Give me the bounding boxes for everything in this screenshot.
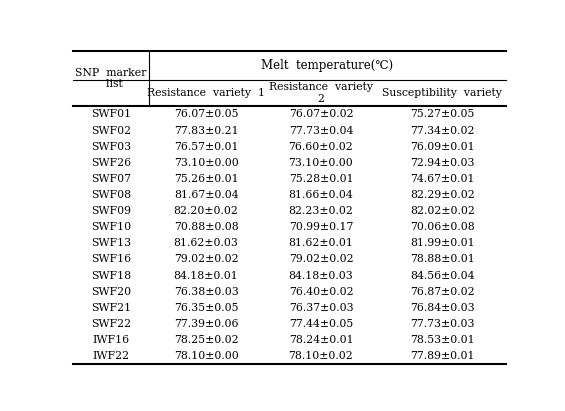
Text: SWF08: SWF08 xyxy=(91,190,131,200)
Text: 81.62±0.01: 81.62±0.01 xyxy=(289,238,354,248)
Text: SNP  marker
  list: SNP marker list xyxy=(75,68,146,90)
Text: 73.10±0.00: 73.10±0.00 xyxy=(174,158,238,168)
Text: 77.44±0.05: 77.44±0.05 xyxy=(289,319,353,329)
Text: 75.27±0.05: 75.27±0.05 xyxy=(410,109,475,120)
Text: 84.18±0.03: 84.18±0.03 xyxy=(289,270,353,281)
Text: 82.23±0.02: 82.23±0.02 xyxy=(289,206,354,216)
Text: 76.35±0.05: 76.35±0.05 xyxy=(174,303,238,313)
Text: SWF03: SWF03 xyxy=(91,142,131,152)
Text: SWF26: SWF26 xyxy=(91,158,131,168)
Text: 77.73±0.04: 77.73±0.04 xyxy=(289,125,353,136)
Text: IWF22: IWF22 xyxy=(92,351,129,361)
Text: 81.99±0.01: 81.99±0.01 xyxy=(410,238,475,248)
Text: 78.25±0.02: 78.25±0.02 xyxy=(174,335,238,345)
Text: 81.62±0.03: 81.62±0.03 xyxy=(173,238,238,248)
Text: SWF18: SWF18 xyxy=(91,270,131,281)
Text: SWF01: SWF01 xyxy=(91,109,131,120)
Text: 72.94±0.03: 72.94±0.03 xyxy=(410,158,475,168)
Text: 76.38±0.03: 76.38±0.03 xyxy=(174,287,238,297)
Text: 76.09±0.01: 76.09±0.01 xyxy=(410,142,475,152)
Text: 76.57±0.01: 76.57±0.01 xyxy=(174,142,238,152)
Text: 70.99±0.17: 70.99±0.17 xyxy=(289,222,353,232)
Text: 78.24±0.01: 78.24±0.01 xyxy=(289,335,353,345)
Text: 76.84±0.03: 76.84±0.03 xyxy=(410,303,475,313)
Text: IWF16: IWF16 xyxy=(92,335,129,345)
Text: SWF20: SWF20 xyxy=(91,287,131,297)
Text: 76.40±0.02: 76.40±0.02 xyxy=(289,287,353,297)
Text: 76.07±0.02: 76.07±0.02 xyxy=(289,109,353,120)
Text: SWF07: SWF07 xyxy=(91,174,131,184)
Text: Resistance  variety
2: Resistance variety 2 xyxy=(269,82,373,104)
Text: 75.28±0.01: 75.28±0.01 xyxy=(289,174,353,184)
Text: 77.89±0.01: 77.89±0.01 xyxy=(410,351,475,361)
Text: SWF13: SWF13 xyxy=(91,238,131,248)
Text: 77.34±0.02: 77.34±0.02 xyxy=(410,125,475,136)
Text: 77.39±0.06: 77.39±0.06 xyxy=(174,319,238,329)
Text: Melt  temperature(℃): Melt temperature(℃) xyxy=(262,59,394,72)
Text: 82.02±0.02: 82.02±0.02 xyxy=(410,206,475,216)
Text: 81.66±0.04: 81.66±0.04 xyxy=(289,190,353,200)
Text: 76.60±0.02: 76.60±0.02 xyxy=(289,142,353,152)
Text: Susceptibility  variety: Susceptibility variety xyxy=(383,88,502,98)
Text: SWF09: SWF09 xyxy=(91,206,131,216)
Text: 81.67±0.04: 81.67±0.04 xyxy=(174,190,238,200)
Text: 76.07±0.05: 76.07±0.05 xyxy=(174,109,238,120)
Text: SWF10: SWF10 xyxy=(91,222,131,232)
Text: 77.73±0.03: 77.73±0.03 xyxy=(410,319,475,329)
Text: 70.88±0.08: 70.88±0.08 xyxy=(174,222,238,232)
Text: 84.56±0.04: 84.56±0.04 xyxy=(410,270,475,281)
Text: 76.87±0.02: 76.87±0.02 xyxy=(410,287,475,297)
Text: SWF22: SWF22 xyxy=(91,319,131,329)
Text: 79.02±0.02: 79.02±0.02 xyxy=(289,254,353,264)
Text: 75.26±0.01: 75.26±0.01 xyxy=(174,174,238,184)
Text: 77.83±0.21: 77.83±0.21 xyxy=(174,125,238,136)
Text: 82.29±0.02: 82.29±0.02 xyxy=(410,190,475,200)
Text: 73.10±0.00: 73.10±0.00 xyxy=(289,158,353,168)
Text: 74.67±0.01: 74.67±0.01 xyxy=(410,174,475,184)
Text: 78.10±0.00: 78.10±0.00 xyxy=(174,351,238,361)
Text: 84.18±0.01: 84.18±0.01 xyxy=(174,270,238,281)
Text: SWF02: SWF02 xyxy=(91,125,131,136)
Text: 78.88±0.01: 78.88±0.01 xyxy=(410,254,475,264)
Text: SWF16: SWF16 xyxy=(91,254,131,264)
Text: 82.20±0.02: 82.20±0.02 xyxy=(173,206,238,216)
Text: Resistance  variety  1: Resistance variety 1 xyxy=(147,88,265,98)
Text: 78.10±0.02: 78.10±0.02 xyxy=(289,351,353,361)
Text: 70.06±0.08: 70.06±0.08 xyxy=(410,222,475,232)
Text: SWF21: SWF21 xyxy=(91,303,131,313)
Text: 76.37±0.03: 76.37±0.03 xyxy=(289,303,353,313)
Text: 78.53±0.01: 78.53±0.01 xyxy=(410,335,475,345)
Text: 79.02±0.02: 79.02±0.02 xyxy=(174,254,238,264)
